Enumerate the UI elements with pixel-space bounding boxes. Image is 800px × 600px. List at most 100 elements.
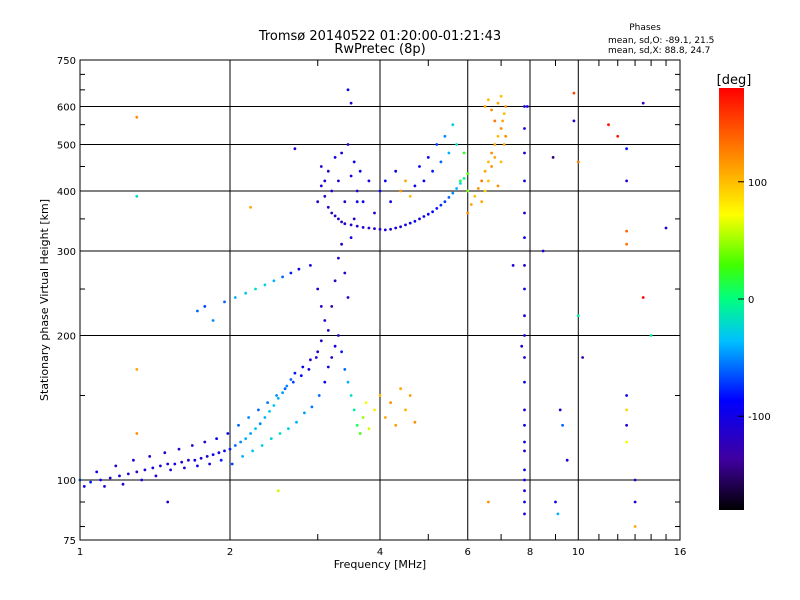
data-point [451,191,455,195]
data-point [504,105,508,108]
data-point [148,455,152,458]
data-point [439,160,443,164]
data-point [523,512,526,516]
data-point [625,394,628,397]
data-point [355,189,359,193]
data-point [293,147,297,151]
data-point [326,365,330,369]
data-point [466,211,470,215]
data-point [466,172,470,176]
data-point [346,296,350,299]
data-point [487,500,490,504]
data-point [196,309,199,313]
data-point [378,394,382,397]
data-point [523,334,526,337]
y-tick-label: 200 [57,332,76,343]
data-point [299,374,303,377]
data-point [349,101,353,105]
data-point [337,256,340,260]
data-point [383,179,387,183]
data-point [523,314,526,318]
data-point [166,462,170,466]
y-tick-label: 500 [57,141,76,152]
data-point [616,134,620,138]
data-point [310,405,314,409]
data-point [349,174,353,178]
data-point [99,478,102,482]
stats-heading: Phases [629,23,661,33]
data-point [523,500,526,504]
data-point [493,119,497,123]
data-point [473,194,477,198]
data-point [108,476,112,480]
data-point [135,368,139,371]
data-point [295,420,298,424]
data-point [462,151,466,155]
data-point [483,169,487,173]
data-point [625,179,628,183]
data-point [244,291,248,295]
data-point [502,112,506,115]
data-point [330,211,334,215]
data-point [355,423,359,427]
data-point [330,356,334,359]
y-tick-label: 600 [57,103,76,114]
data-point [523,236,526,240]
data-point [326,205,330,209]
x-tick-label: 4 [377,547,383,558]
data-point [205,455,209,458]
stats-line-o: mean, sd,O: -89.1, 21.5 [608,36,714,46]
data-point [469,203,473,206]
data-point [422,179,426,183]
data-point [404,179,407,183]
data-point [556,512,560,516]
data-point [275,394,278,397]
data-point [283,387,287,391]
data-point [483,189,487,193]
data-point [297,267,301,271]
data-point [340,350,343,354]
data-point [504,134,508,138]
data-point [330,305,334,308]
y-tick-label: 400 [57,187,76,198]
data-point [394,423,398,427]
data-point [641,101,645,105]
data-point [422,215,426,218]
data-point [394,169,398,173]
data-point [352,408,356,412]
y-tick-label: 100 [57,476,76,487]
colorbar-tick-label: 0 [748,295,754,306]
data-point [455,143,458,146]
data-point [483,105,487,108]
data-point [633,500,637,504]
data-point [135,470,139,474]
data-point [572,91,576,95]
data-point [254,427,257,430]
data-point [317,394,321,397]
data-point [451,123,455,127]
data-point [565,458,569,462]
data-point [293,371,297,375]
data-point [561,423,564,427]
data-point [251,449,255,453]
data-point [625,229,628,233]
data-point [373,408,376,412]
data-point [223,300,226,304]
x-axis-label: Frequency [MHz] [334,558,426,571]
colorbar-ticks: 100 0 -100 [738,178,771,423]
data-point [337,334,340,337]
colorbar-tick-label: 100 [748,178,767,189]
data-point [323,319,327,322]
data-point [399,189,402,193]
colorbar-tick-label: -100 [748,412,771,423]
data-point [523,287,526,291]
data-point [435,143,439,146]
data-point [572,119,576,123]
x-tick-label: 16 [674,547,687,558]
x-tick-label: 6 [465,547,471,558]
data-point [266,401,269,404]
data-point [323,179,327,183]
data-point [319,165,323,168]
chart-subtitle: RwPretec (8p) [334,42,425,57]
data-point [333,156,337,159]
